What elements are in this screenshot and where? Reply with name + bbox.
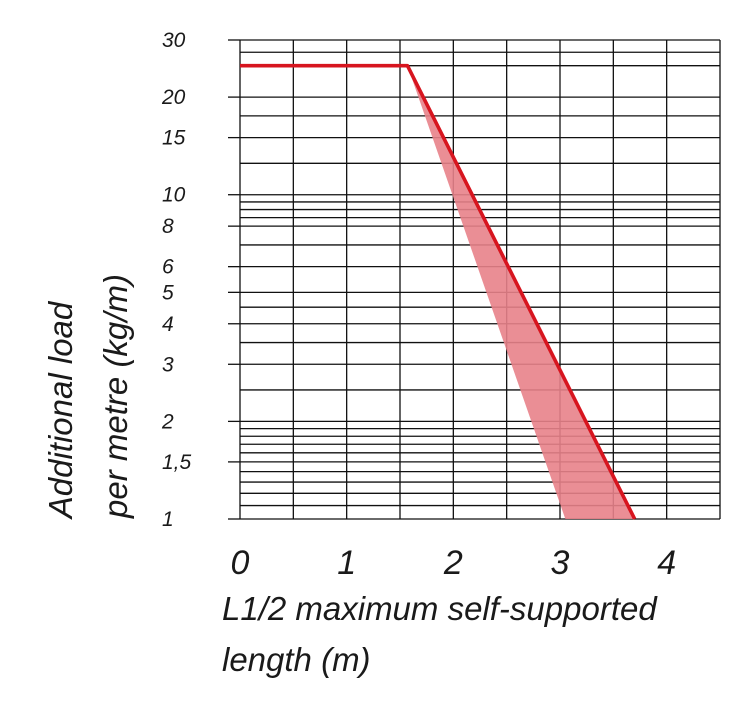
y-tick-labels: 1 1,5 2 3 4 56 8 10 15 20 30 (161, 29, 192, 531)
y-tick-label-5: 5 (162, 281, 174, 304)
y-tick-label-4: 4 (162, 313, 174, 336)
y-tick-label-3: 3 (162, 353, 174, 376)
y-tick-label-0: 1 (162, 508, 174, 531)
grid (228, 39, 721, 520)
x-axis-title-line1: L1/2 maximum self-supported (222, 590, 658, 627)
y-tick-label-1: 1,5 (162, 451, 192, 474)
y-tick-label-2: 2 (161, 410, 174, 433)
y-tick-label-6: 6 (162, 256, 174, 279)
y-axis-title-line1: Additional load (42, 300, 79, 520)
x-axis-title-line2: length (m) (222, 641, 371, 678)
y-axis-title-line2: per metre (kg/m) (97, 274, 134, 519)
y-tick-label-10: 20 (161, 86, 186, 109)
y-tick-label-9: 15 (162, 127, 186, 150)
y-tick-label-7: 8 (162, 215, 174, 238)
y-tick-label-8: 10 (162, 184, 186, 207)
series-layer (240, 63, 637, 520)
y-tick-label-11: 30 (162, 29, 186, 52)
x-tick-label-4: 4 (657, 544, 676, 582)
x-tick-label-0: 0 (231, 544, 250, 582)
x-tick-label-2: 2 (443, 544, 463, 582)
series-line-0 (240, 63, 637, 520)
x-tick-label-3: 3 (551, 544, 570, 582)
x-tick-labels: 0 1 2 3 4 (231, 544, 677, 582)
x-tick-label-1: 1 (337, 544, 356, 582)
